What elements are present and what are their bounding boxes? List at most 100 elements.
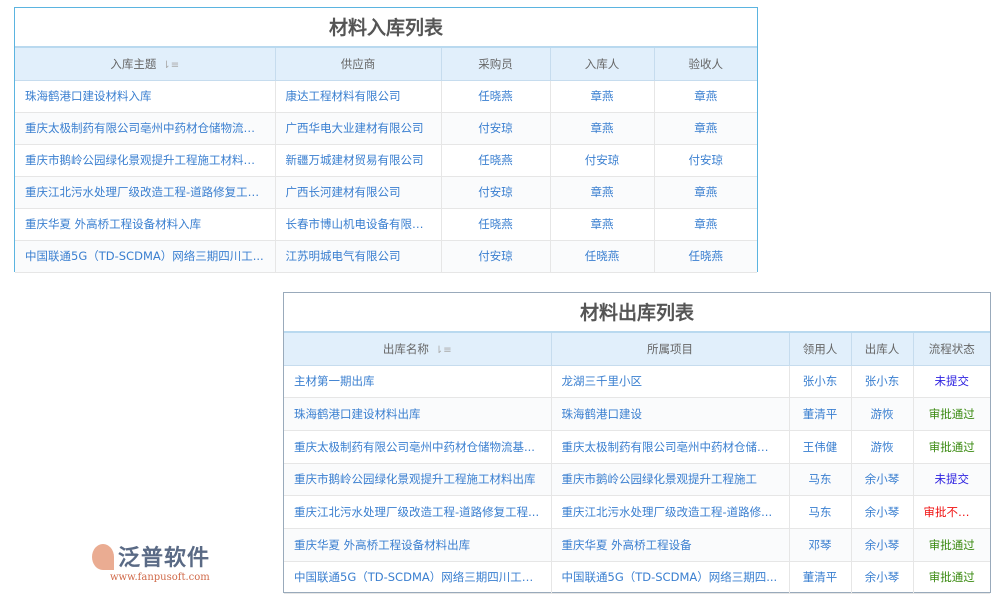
table-cell[interactable]: 江苏明城电气有限公司: [275, 240, 442, 273]
column-header[interactable]: 领用人: [789, 333, 852, 366]
table-cell: 章燕: [550, 112, 655, 145]
table-cell: 张小东: [789, 365, 852, 399]
table-cell: 任晓燕: [654, 240, 757, 273]
table-cell[interactable]: 重庆市鹅岭公园绿化景观提升工程施工材料入库: [15, 144, 276, 177]
table-cell[interactable]: 长春市博山机电设备有限公司: [275, 208, 442, 241]
table-cell[interactable]: 中国联通5G（TD-SCDMA）网络三期四川工...: [15, 240, 276, 273]
table-cell: 章燕: [654, 176, 757, 209]
table-cell[interactable]: 龙湖三千里小区: [551, 365, 790, 399]
column-header-label: 出库名称: [382, 341, 429, 356]
status-badge: 未提交: [913, 365, 990, 399]
column-header[interactable]: 所属项目: [551, 333, 790, 366]
outbound-table: 出库名称 ⇂≡ 所属项目 领用人 出库人 流程状态 主材第一期出库 龙湖三千里小区 张小东 张小东…: [284, 333, 990, 595]
table-cell[interactable]: 康达工程材料有限公司: [275, 80, 442, 113]
outbound-list-title: 材料出库列表: [284, 293, 990, 333]
column-header[interactable]: 入库主题 ⇂≡: [15, 48, 276, 81]
column-header[interactable]: 出库名称 ⇂≡: [284, 333, 552, 366]
sort-icon[interactable]: ⇂≡: [162, 59, 180, 71]
column-header-label: 所属项目: [647, 341, 693, 356]
sort-icon[interactable]: ⇂≡: [434, 344, 452, 356]
column-header[interactable]: 采购员: [441, 48, 551, 81]
status-badge: 审批通过: [913, 528, 990, 562]
column-header-label: 采购员: [478, 56, 513, 71]
table-row[interactable]: 中国联通5G（TD-SCDMA）网络三期四川工程... 中国联通5G（TD-SCD…: [284, 561, 990, 595]
table-cell[interactable]: 重庆华夏 外高桥工程设备: [551, 528, 790, 562]
table-cell[interactable]: 珠海鹤港口建设材料入库: [15, 80, 276, 113]
column-header-label: 供应商: [340, 56, 376, 71]
table-cell: 章燕: [550, 80, 655, 113]
table-row[interactable]: 重庆市鹅岭公园绿化景观提升工程施工材料入库 新疆万城建材贸易有限公司 任晓燕 付安琼付…: [15, 144, 757, 177]
table-row[interactable]: 珠海鹤港口建设材料出库 珠海鹤港口建设 董清平 游恢 审批通过: [284, 397, 990, 431]
table-row[interactable]: 珠海鹤港口建设材料入库 康达工程材料有限公司 任晓燕 章燕 章燕: [15, 80, 757, 113]
outbound-list-panel: 材料出库列表 出库名称 ⇂≡ 所属项目 领用人 出库人 流程状态 主材第一期出库 龙湖三千里小…: [283, 292, 991, 595]
table-cell: 任晓燕: [441, 208, 551, 241]
table-cell[interactable]: 主材第一期出库: [284, 365, 552, 399]
column-header-label: 出库人: [864, 341, 900, 356]
table-cell: 章燕: [550, 208, 655, 241]
table-cell: 章燕: [654, 112, 757, 145]
table-cell[interactable]: 珠海鹤港口建设材料出库: [284, 397, 552, 431]
column-header-label: 入库人: [584, 56, 620, 71]
table-cell[interactable]: 广西华电大业建材有限公司: [275, 112, 442, 145]
table-cell: 付安琼: [441, 112, 551, 145]
table-cell: 张小东: [851, 365, 914, 399]
status-badge: 审批不通过: [913, 495, 990, 529]
table-row[interactable]: 主材第一期出库 龙湖三千里小区 张小东 张小东 未提交: [284, 365, 990, 399]
table-cell[interactable]: 重庆江北污水处理厂级改造工程-道路修复工程...: [15, 176, 276, 209]
table-cell[interactable]: 重庆太极制药有限公司亳州中药材仓储物...: [551, 430, 790, 464]
table-cell: 马东: [789, 463, 852, 497]
table-cell[interactable]: 重庆太极制药有限公司亳州中药材仓储物流基...: [284, 430, 552, 464]
table-cell[interactable]: 中国联通5G（TD-SCDMA）网络三期四...: [551, 561, 790, 595]
watermark-brand: 泛普软件: [118, 546, 211, 571]
table-cell: 付安琼: [441, 240, 551, 273]
inbound-list-panel: 材料入库列表 入库主题 ⇂≡ 供应商 采购员 入库人 验收人珠海鹤港口建设材料入库 康达工程…: [14, 7, 758, 273]
table-cell[interactable]: 重庆太极制药有限公司亳州中药材仓储物流基...: [15, 112, 276, 145]
table-cell: 章燕: [654, 208, 757, 241]
table-row[interactable]: 重庆华夏 外高桥工程设备材料出库 重庆华夏 外高桥工程设备 邓琴 余小琴 审批通过: [284, 528, 990, 562]
inbound-table: 入库主题 ⇂≡ 供应商 采购员 入库人 验收人 珠海鹤港口建设材料入库 康达工程材料有限公司任…: [15, 48, 757, 273]
watermark-url: www.fanpusoft.com: [110, 572, 210, 583]
table-cell: 余小琴: [851, 463, 914, 497]
table-cell[interactable]: 广西长河建材有限公司: [275, 176, 442, 209]
table-cell[interactable]: 重庆江北污水处理厂级改造工程-道路修复工程...: [284, 495, 552, 529]
table-cell[interactable]: 重庆市鹅岭公园绿化景观提升工程施工材料出库: [284, 463, 552, 497]
table-cell[interactable]: 重庆市鹅岭公园绿化景观提升工程施工: [551, 463, 790, 497]
table-cell: 游恢: [851, 397, 914, 431]
table-cell[interactable]: 重庆华夏 外高桥工程设备材料出库: [284, 528, 552, 562]
table-row[interactable]: 中国联通5G（TD-SCDMA）网络三期四川工... 江苏明城电气有限公司 付安琼任…: [15, 240, 757, 273]
table-cell: 余小琴: [851, 561, 914, 595]
column-header[interactable]: 出库人: [851, 333, 914, 366]
column-header[interactable]: 流程状态: [913, 333, 990, 366]
status-badge: 审批通过: [913, 397, 990, 431]
table-cell[interactable]: 重庆华夏 外高桥工程设备材料入库: [15, 208, 276, 241]
table-cell[interactable]: 新疆万城建材贸易有限公司: [275, 144, 442, 177]
column-header[interactable]: 验收人: [654, 48, 757, 81]
table-cell[interactable]: 重庆江北污水处理厂级改造工程-道路修...: [551, 495, 790, 529]
table-row[interactable]: 重庆市鹅岭公园绿化景观提升工程施工材料出库 重庆市鹅岭公园绿化景观提升工程施工 马东…: [284, 463, 990, 497]
table-cell: 董清平: [789, 397, 852, 431]
table-cell[interactable]: 珠海鹤港口建设: [551, 397, 790, 431]
status-badge: 审批通过: [913, 561, 990, 595]
table-cell: 章燕: [550, 176, 655, 209]
table-cell: 付安琼: [654, 144, 757, 177]
table-cell: 任晓燕: [550, 240, 655, 273]
table-cell[interactable]: 中国联通5G（TD-SCDMA）网络三期四川工程...: [284, 561, 552, 595]
status-badge: 审批通过: [913, 430, 990, 464]
table-row[interactable]: 重庆江北污水处理厂级改造工程-道路修复工程... 重庆江北污水处理厂级改造工程-道…: [284, 495, 990, 529]
table-cell: 游恢: [851, 430, 914, 464]
table-cell: 邓琴: [789, 528, 852, 562]
table-cell: 马东: [789, 495, 852, 529]
table-row[interactable]: 重庆江北污水处理厂级改造工程-道路修复工程... 广西长河建材有限公司 付安琼 章燕章…: [15, 176, 757, 209]
inbound-list-title: 材料入库列表: [15, 8, 757, 48]
table-row[interactable]: 重庆太极制药有限公司亳州中药材仓储物流基... 重庆太极制药有限公司亳州中药材仓储…: [284, 430, 990, 464]
table-cell: 余小琴: [851, 495, 914, 529]
column-header[interactable]: 供应商: [275, 48, 442, 81]
column-header[interactable]: 入库人: [550, 48, 655, 81]
table-cell: 余小琴: [851, 528, 914, 562]
table-row[interactable]: 重庆太极制药有限公司亳州中药材仓储物流基... 广西华电大业建材有限公司 付安琼 章燕…: [15, 112, 757, 145]
table-cell: 付安琼: [550, 144, 655, 177]
column-header-label: 验收人: [688, 56, 724, 71]
table-cell: 章燕: [654, 80, 757, 113]
table-row[interactable]: 重庆华夏 外高桥工程设备材料入库 长春市博山机电设备有限公司 任晓燕 章燕 章燕: [15, 208, 757, 241]
table-cell: 付安琼: [441, 176, 551, 209]
